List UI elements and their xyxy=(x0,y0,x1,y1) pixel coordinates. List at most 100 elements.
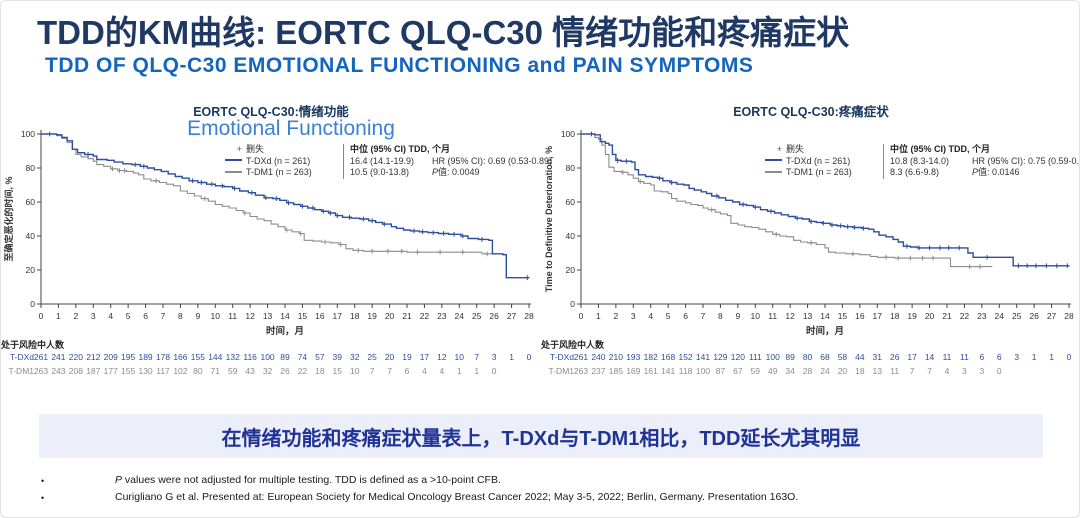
chart-title: EORTC QLQ-C30:情绪功能 xyxy=(193,105,349,119)
svg-text:21: 21 xyxy=(942,311,952,321)
svg-text:89: 89 xyxy=(280,352,290,362)
svg-text:21: 21 xyxy=(402,311,412,321)
svg-text:6: 6 xyxy=(683,311,688,321)
svg-text:17: 17 xyxy=(333,311,343,321)
svg-text:10: 10 xyxy=(350,366,360,376)
svg-text:68: 68 xyxy=(820,352,830,362)
svg-text:T-DM1: T-DM1 xyxy=(9,366,35,376)
svg-text:182: 182 xyxy=(644,352,658,362)
svg-text:208: 208 xyxy=(69,366,83,376)
svg-text:20: 20 xyxy=(566,265,576,275)
svg-text:1: 1 xyxy=(509,352,514,362)
censor-plus-icon: + xyxy=(776,144,782,154)
svg-text:4: 4 xyxy=(648,311,653,321)
svg-text:168: 168 xyxy=(661,352,675,362)
svg-text:4: 4 xyxy=(439,366,444,376)
svg-text:3: 3 xyxy=(962,366,967,376)
svg-text:19: 19 xyxy=(402,352,412,362)
svg-text:6: 6 xyxy=(997,352,1002,362)
svg-text:178: 178 xyxy=(156,352,170,362)
svg-text:67: 67 xyxy=(733,366,743,376)
svg-text:40: 40 xyxy=(26,231,36,241)
svg-text:7: 7 xyxy=(387,366,392,376)
svg-text:18: 18 xyxy=(315,366,325,376)
svg-text:169: 169 xyxy=(626,366,640,376)
svg-text:25: 25 xyxy=(472,311,482,321)
svg-text:20: 20 xyxy=(838,366,848,376)
svg-text:80: 80 xyxy=(26,163,36,173)
svg-text:39: 39 xyxy=(333,352,343,362)
svg-text:118: 118 xyxy=(679,366,693,376)
svg-text:212: 212 xyxy=(86,352,100,362)
svg-text:18: 18 xyxy=(890,311,900,321)
legend-tdm1-values: 10.5 (9.0-13.8) P值: 0.0049 xyxy=(343,167,552,179)
svg-text:处于风险中人数: 处于风险中人数 xyxy=(541,339,605,350)
tdxd-line-icon xyxy=(754,156,786,168)
svg-text:209: 209 xyxy=(104,352,118,362)
svg-text:210: 210 xyxy=(609,352,623,362)
svg-text:13: 13 xyxy=(263,311,273,321)
svg-text:处于风险中人数: 处于风险中人数 xyxy=(1,339,65,350)
svg-text:187: 187 xyxy=(86,366,100,376)
svg-text:59: 59 xyxy=(228,366,238,376)
svg-text:7: 7 xyxy=(161,311,166,321)
svg-text:10: 10 xyxy=(751,311,761,321)
svg-text:28: 28 xyxy=(524,311,534,321)
svg-text:19: 19 xyxy=(907,311,917,321)
svg-text:22: 22 xyxy=(420,311,430,321)
footnote-2: • Curigliano G et al. Presented at: Euro… xyxy=(41,489,1059,506)
svg-text:24: 24 xyxy=(455,311,465,321)
legend-median-header: 中位 (95% CI) TDD, 个月 xyxy=(343,144,552,156)
chart-pain-symptoms: EORTC QLQ-C30:疼痛症状 0 20 40 60 80 100 0 1 2 3 4 5 6 7 8… xyxy=(541,104,1079,378)
svg-text:1: 1 xyxy=(1049,352,1054,362)
svg-text:3: 3 xyxy=(631,311,636,321)
legend-tdm1-label: T-DM1 (n = 263) xyxy=(246,167,312,177)
tdm1-line-icon xyxy=(214,167,246,179)
svg-text:0: 0 xyxy=(579,311,584,321)
svg-text:241: 241 xyxy=(51,352,65,362)
svg-text:34: 34 xyxy=(785,366,795,376)
svg-text:189: 189 xyxy=(138,352,152,362)
svg-text:T-DXd: T-DXd xyxy=(10,352,34,362)
svg-text:11: 11 xyxy=(890,366,899,376)
svg-text:11: 11 xyxy=(960,352,969,362)
chart-title: EORTC QLQ-C30:疼痛症状 xyxy=(733,105,889,119)
svg-text:100: 100 xyxy=(561,129,575,139)
svg-text:1: 1 xyxy=(56,311,61,321)
svg-text:141: 141 xyxy=(696,352,710,362)
svg-text:261: 261 xyxy=(34,352,48,362)
chart-legend: + 删失 中位 (95% CI) TDD, 个月 T-DXd (n = 261)… xyxy=(214,144,552,179)
svg-text:23: 23 xyxy=(977,311,987,321)
svg-text:220: 220 xyxy=(69,352,83,362)
svg-text:0: 0 xyxy=(527,352,532,362)
svg-text:0: 0 xyxy=(30,299,35,309)
svg-text:5: 5 xyxy=(126,311,131,321)
svg-text:237: 237 xyxy=(591,366,605,376)
svg-text:0: 0 xyxy=(570,299,575,309)
svg-text:80: 80 xyxy=(566,163,576,173)
svg-text:22: 22 xyxy=(960,311,970,321)
svg-text:58: 58 xyxy=(838,352,848,362)
svg-text:13: 13 xyxy=(803,311,813,321)
svg-text:12: 12 xyxy=(245,311,255,321)
svg-text:22: 22 xyxy=(298,366,308,376)
svg-text:时间，月: 时间，月 xyxy=(806,325,844,337)
footnote-text: Curigliano G et al. Presented at: Europe… xyxy=(115,491,799,503)
svg-text:T-DM1: T-DM1 xyxy=(549,366,575,376)
legend-tdm1-values: 8.3 (6.6-9.8) P值: 0.0146 xyxy=(883,167,1079,179)
svg-text:2: 2 xyxy=(613,311,618,321)
svg-text:195: 195 xyxy=(121,352,135,362)
svg-text:13: 13 xyxy=(873,366,883,376)
svg-text:102: 102 xyxy=(173,366,187,376)
svg-text:7: 7 xyxy=(927,366,932,376)
svg-text:74: 74 xyxy=(298,352,308,362)
svg-text:4: 4 xyxy=(422,366,427,376)
svg-text:26: 26 xyxy=(280,366,290,376)
svg-text:27: 27 xyxy=(1047,311,1057,321)
svg-text:27: 27 xyxy=(507,311,517,321)
svg-text:10: 10 xyxy=(211,311,221,321)
legend-median-header: 中位 (95% CI) TDD, 个月 xyxy=(883,144,1079,156)
svg-text:6: 6 xyxy=(405,366,410,376)
